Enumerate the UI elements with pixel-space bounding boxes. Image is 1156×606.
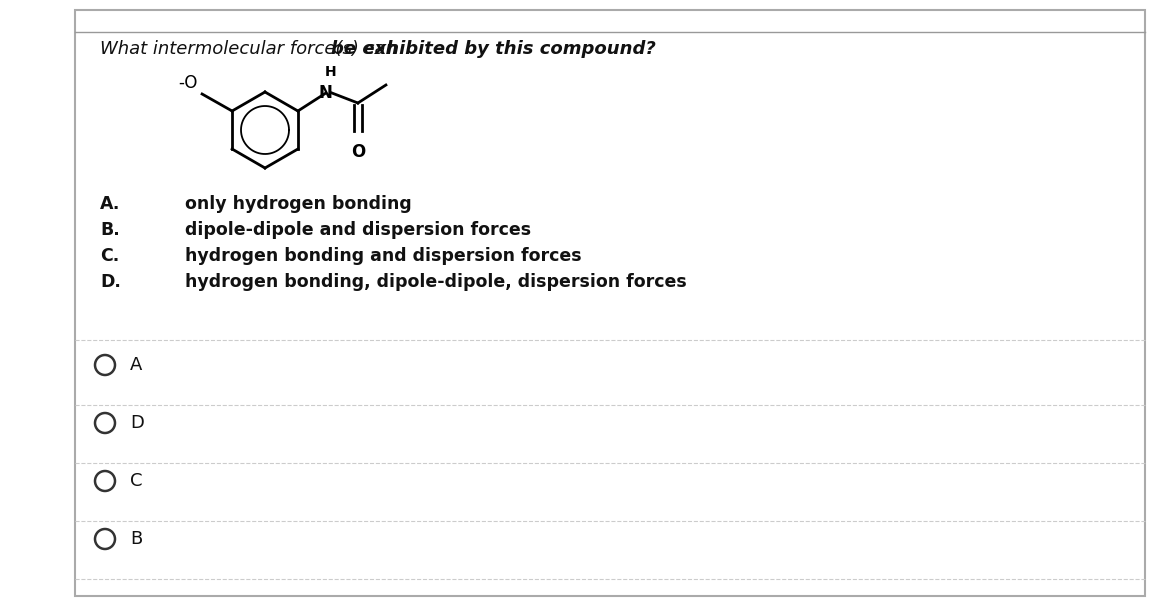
Text: H: H (325, 65, 336, 79)
Text: hydrogen bonding, dipole-dipole, dispersion forces: hydrogen bonding, dipole-dipole, dispers… (185, 273, 687, 291)
Text: D.: D. (101, 273, 121, 291)
Text: -O: -O (179, 74, 198, 92)
Text: only hydrogen bonding: only hydrogen bonding (185, 195, 412, 213)
Text: C.: C. (101, 247, 119, 265)
Text: O: O (350, 143, 365, 161)
Text: A.: A. (101, 195, 120, 213)
Text: D: D (129, 414, 143, 432)
Text: be exhibited by this compound?: be exhibited by this compound? (331, 40, 655, 58)
Text: dipole-dipole and dispersion forces: dipole-dipole and dispersion forces (185, 221, 531, 239)
Text: A: A (129, 356, 142, 374)
Text: hydrogen bonding and dispersion forces: hydrogen bonding and dispersion forces (185, 247, 581, 265)
Text: What intermolecular force(s) can: What intermolecular force(s) can (101, 40, 402, 58)
Text: C: C (129, 472, 142, 490)
Text: B.: B. (101, 221, 120, 239)
Text: N: N (319, 84, 333, 102)
Text: B: B (129, 530, 142, 548)
